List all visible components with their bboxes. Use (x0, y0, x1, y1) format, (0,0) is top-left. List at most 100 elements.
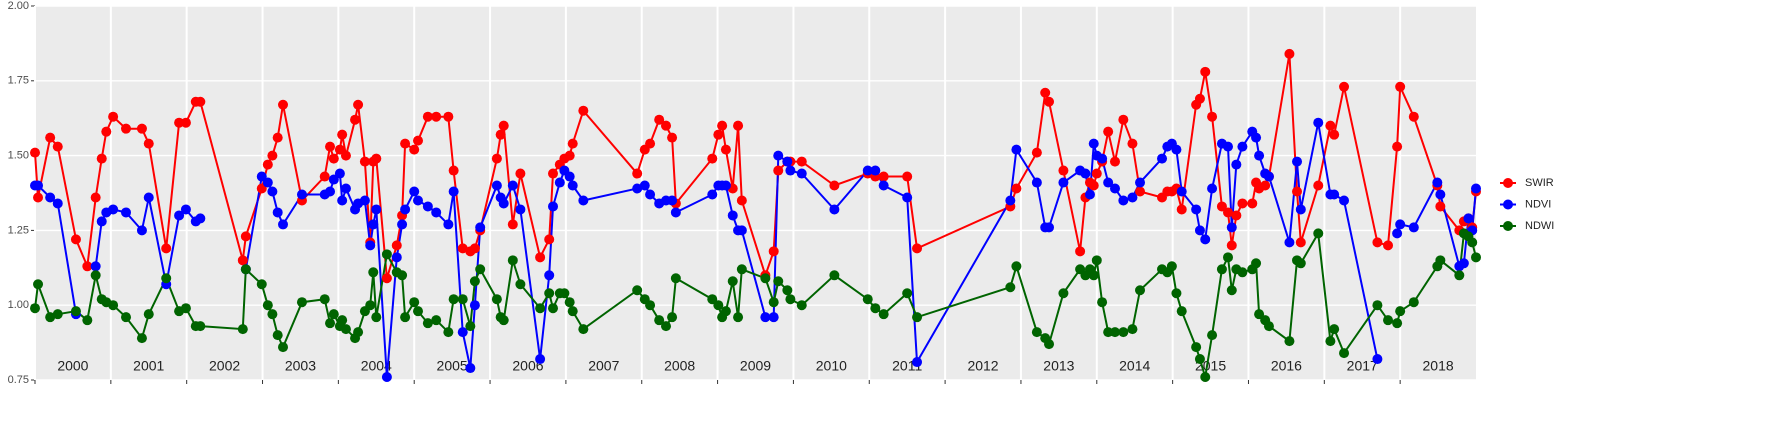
data-point (70, 234, 81, 245)
data-point (1383, 240, 1394, 251)
data-point (515, 204, 526, 215)
data-point (1005, 195, 1016, 206)
data-point (1226, 240, 1237, 251)
data-point (870, 165, 881, 176)
data-point (108, 111, 119, 122)
data-point (1166, 261, 1177, 272)
data-point (515, 279, 526, 290)
data-point (278, 342, 289, 353)
data-point (443, 327, 454, 338)
data-point (544, 234, 555, 245)
data-point (400, 138, 411, 149)
data-point (1118, 195, 1129, 206)
data-point (371, 153, 382, 164)
data-point (1231, 210, 1242, 221)
data-point (1088, 180, 1099, 191)
data-point (1088, 138, 1099, 149)
data-point (391, 240, 402, 251)
data-point (1254, 150, 1265, 161)
data-point (1471, 183, 1481, 194)
data-point (1200, 66, 1211, 77)
data-point (1260, 180, 1271, 191)
data-point (52, 141, 63, 152)
data-point (1058, 177, 1069, 188)
data-point (431, 111, 442, 122)
data-point (564, 150, 575, 161)
data-point (1339, 195, 1350, 206)
data-point (45, 192, 56, 203)
data-point (720, 180, 731, 191)
data-point (498, 315, 509, 326)
y-tick-label: 1.75 (8, 75, 29, 87)
data-point (143, 192, 154, 203)
data-point (1191, 204, 1202, 215)
data-point (645, 300, 656, 311)
data-point (785, 294, 796, 305)
data-point (1313, 180, 1324, 191)
data-point (1458, 258, 1469, 269)
data-point (632, 285, 643, 296)
x-tick-label: 2008 (664, 358, 695, 374)
data-point (278, 219, 289, 230)
legend-label: NDWI (1525, 220, 1554, 232)
data-point (785, 165, 796, 176)
data-point (1058, 288, 1069, 299)
data-point (457, 294, 468, 305)
data-point (1372, 354, 1383, 365)
legend-label: NDVI (1525, 198, 1551, 210)
data-point (713, 300, 724, 311)
y-tick-label: 1.50 (8, 150, 29, 162)
data-point (272, 330, 283, 341)
data-point (1109, 183, 1120, 194)
data-point (1103, 126, 1114, 137)
data-point (768, 297, 779, 308)
data-point (381, 372, 392, 383)
data-point (1395, 306, 1406, 317)
data-point (498, 198, 509, 209)
x-tick-label: 2000 (57, 358, 88, 374)
data-point (1226, 222, 1237, 233)
data-point (272, 207, 283, 218)
x-tick-label: 2010 (816, 358, 847, 374)
data-point (491, 180, 502, 191)
data-point (507, 180, 518, 191)
data-point (707, 189, 718, 200)
data-point (1263, 321, 1274, 332)
data-point (400, 204, 411, 215)
data-point (457, 243, 468, 254)
legend-marker (1503, 178, 1513, 188)
y-tick-label: 0.75 (8, 374, 29, 386)
data-point (422, 318, 433, 329)
data-point (1171, 288, 1182, 299)
data-point (535, 303, 546, 314)
data-point (1454, 270, 1465, 281)
data-point (1435, 189, 1446, 200)
data-point (413, 195, 424, 206)
data-point (1237, 267, 1248, 278)
data-point (1044, 339, 1055, 350)
data-point (1435, 201, 1446, 212)
data-point (45, 132, 56, 143)
data-point (1040, 87, 1051, 98)
data-point (82, 261, 93, 272)
data-point (1222, 252, 1233, 263)
data-point (1091, 168, 1102, 179)
data-point (1103, 177, 1114, 188)
data-point (567, 306, 578, 317)
data-point (727, 276, 738, 287)
data-point (350, 114, 361, 125)
data-point (1329, 324, 1340, 335)
data-point (773, 276, 784, 287)
data-point (1088, 270, 1099, 281)
data-point (1194, 93, 1205, 104)
data-point (465, 321, 476, 332)
data-point (353, 99, 364, 110)
data-point (195, 321, 206, 332)
data-point (1408, 222, 1419, 233)
data-point (262, 177, 273, 188)
data-point (632, 183, 643, 194)
data-point (108, 300, 119, 311)
data-point (409, 186, 420, 197)
data-point (101, 126, 112, 137)
data-point (457, 327, 468, 338)
